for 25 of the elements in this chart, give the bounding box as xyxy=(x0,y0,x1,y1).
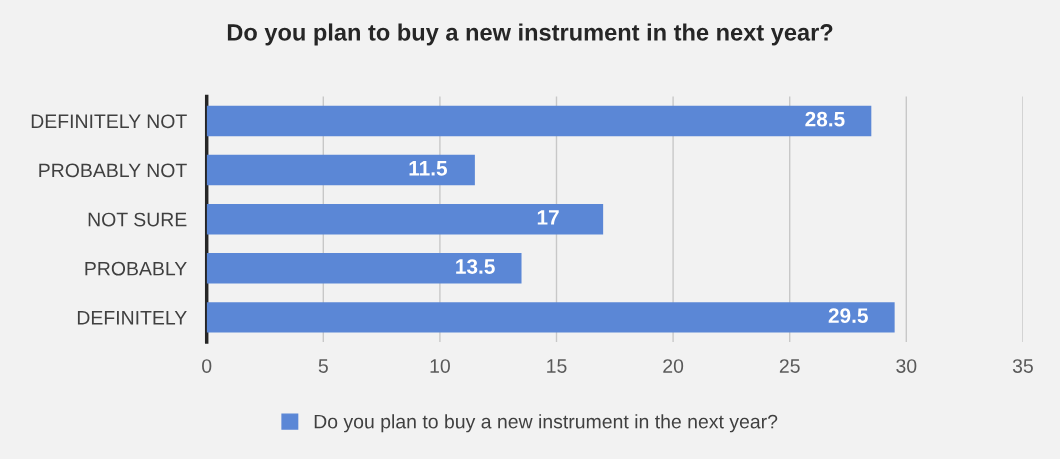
x-tick-label: 15 xyxy=(547,359,567,373)
x-tick-label: 20 xyxy=(663,359,684,373)
y-tick-label: PROBABLY xyxy=(85,261,187,276)
bar xyxy=(206,302,895,333)
y-tick-label: PROBABLY NOT xyxy=(39,163,187,178)
y-tick-label: NOT SURE xyxy=(88,212,187,227)
y-tick-label: DEFINITELY NOT xyxy=(31,114,187,129)
bar xyxy=(206,253,522,284)
x-tick-label: 10 xyxy=(430,359,450,373)
data-label: 11.5 xyxy=(409,161,448,176)
chart-title: Do you plan to buy a new instrument in the next year? xyxy=(227,23,833,46)
bar xyxy=(206,154,475,186)
x-tick-label: 30 xyxy=(896,359,917,373)
bar xyxy=(206,203,604,235)
legend-label: Do you plan to buy a new instrument in the next year? xyxy=(314,414,778,433)
data-label: 29.5 xyxy=(828,308,868,323)
bar xyxy=(206,105,872,137)
x-tick-label: 5 xyxy=(318,359,328,373)
data-label: 13.5 xyxy=(456,259,495,274)
data-label: 17 xyxy=(537,210,559,225)
x-tick-label: 35 xyxy=(1012,359,1033,373)
x-tick-label: 25 xyxy=(779,359,800,373)
data-label: 28.5 xyxy=(805,111,845,127)
y-tick-label: DEFINITELY xyxy=(77,311,187,325)
x-tick-label: 0 xyxy=(202,359,212,373)
